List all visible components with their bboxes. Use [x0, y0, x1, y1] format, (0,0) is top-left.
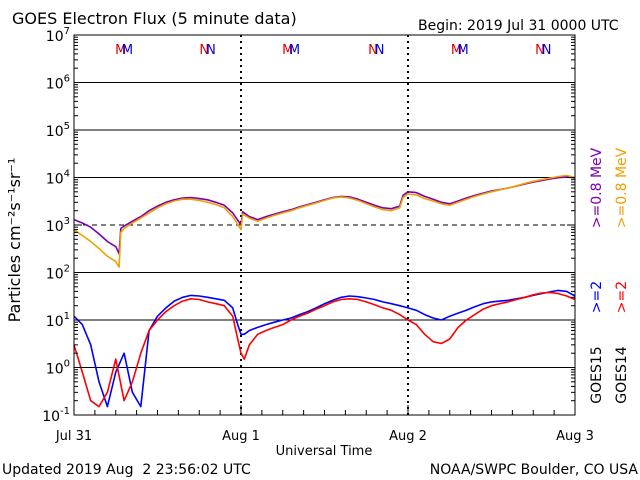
y-tick-exponent: 0 [64, 359, 70, 370]
x-axis-ticks: Jul 31 Aug 1 Aug 2 Aug 3 [55, 405, 594, 444]
y-tick-label: 101 [46, 311, 70, 330]
y-tick-exponent: 3 [64, 216, 70, 227]
top-marker: N [535, 43, 545, 58]
y-tick-exponent: 6 [64, 74, 70, 85]
series-lines [73, 174, 576, 408]
y-tick-label: 106 [46, 74, 70, 93]
y-tick-label: 100 [46, 359, 70, 378]
source-label: NOAA/SWPC Boulder, CO USA [430, 462, 639, 478]
series-line-3 [73, 291, 576, 408]
chart-title: GOES Electron Flux (5 minute data) [12, 9, 297, 28]
series-line-0 [73, 176, 576, 255]
y-axis-label: Particles cm⁻²s⁻¹sr⁻¹ [5, 158, 24, 323]
top-marker: M [289, 43, 300, 58]
y-tick-exponent: 1 [64, 311, 70, 322]
y-tick-label: 103 [46, 216, 70, 235]
top-marker: N [542, 43, 552, 58]
top-marker: N [199, 43, 209, 58]
y-tick-exponent: -1 [60, 406, 70, 417]
top-markers: MM NN MM NN MM NN [115, 43, 551, 58]
y-tick-label: 104 [46, 169, 70, 188]
top-marker: N [206, 43, 216, 58]
legend-goes15: GOES15 [589, 346, 605, 403]
x-axis-label: Universal Time [276, 444, 373, 459]
series-line-1 [73, 174, 576, 268]
x-tick-label: Aug 3 [556, 429, 594, 444]
x-tick-label: Aug 2 [389, 429, 427, 444]
top-marker: M [115, 43, 126, 58]
series-line-2 [73, 289, 576, 408]
x-tick-label: Jul 31 [55, 429, 92, 444]
y-tick-label: 105 [46, 121, 70, 140]
y-tick-label: 10-1 [42, 406, 70, 425]
begin-label: Begin: 2019 Jul 31 0000 UTC [418, 18, 619, 34]
top-marker: M [122, 43, 133, 58]
top-marker: N [375, 43, 385, 58]
legend-goes15-2mev: >=2 [589, 281, 605, 313]
top-marker: N [368, 43, 378, 58]
y-tick-label: 107 [46, 26, 70, 45]
top-marker: M [451, 43, 462, 58]
legend-goes14: GOES14 [614, 346, 630, 404]
legend-goes15-08mev: >=0.8 MeV [589, 147, 605, 228]
y-tick-label: 102 [46, 264, 70, 283]
legend-goes14-2mev: >=2 [614, 281, 630, 313]
legend: >=0.8 MeV >=0.8 MeV >=2 >=2 GOES15 GOES14 [589, 147, 630, 403]
legend-goes14-08mev: >=0.8 MeV [614, 147, 630, 228]
top-marker: M [458, 43, 469, 58]
y-tick-exponent: 5 [64, 121, 70, 132]
y-tick-exponent: 7 [64, 26, 70, 37]
grid [74, 35, 575, 415]
top-marker: M [282, 43, 293, 58]
y-tick-exponent: 2 [64, 264, 70, 275]
x-tick-label: Aug 1 [222, 429, 260, 444]
updated-label: Updated 2019 Aug 2 23:56:02 UTC [2, 462, 251, 478]
y-tick-exponent: 4 [64, 169, 70, 180]
